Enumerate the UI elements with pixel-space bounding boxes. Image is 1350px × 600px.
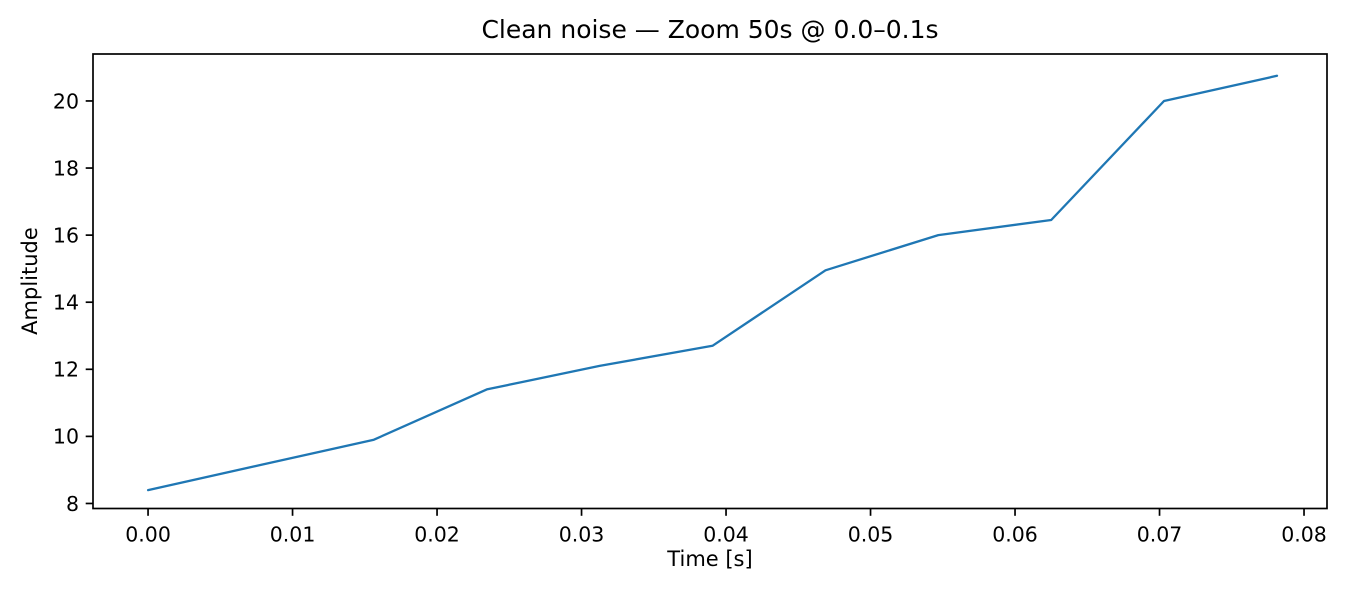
y-tick-label: 10 (53, 425, 79, 449)
y-axis-label: Amplitude (18, 227, 42, 335)
x-tick-label: 0.06 (992, 523, 1038, 547)
y-tick-label: 14 (53, 291, 79, 315)
y-tick-label: 8 (66, 492, 79, 516)
x-tick-label: 0.01 (270, 523, 316, 547)
x-tick-label: 0.05 (848, 523, 894, 547)
signal-line-group (146, 74, 1279, 492)
x-tick-label: 0.00 (125, 523, 171, 547)
x-tick-label: 0.03 (559, 523, 605, 547)
x-tick-label: 0.04 (703, 523, 749, 547)
signal-line (146, 74, 1279, 492)
y-tick-label: 20 (53, 89, 79, 113)
y-tick-label: 18 (53, 156, 79, 180)
plot-border (92, 53, 1328, 510)
y-tick-label: 12 (53, 358, 79, 382)
y-axis-ticks: 8 10 12 14 16 18 20 (53, 89, 93, 516)
y-tick-label: 16 (53, 223, 79, 247)
x-axis-label: Time [s] (666, 547, 752, 571)
chart-title: Clean noise — Zoom 50s @ 0.0–0.1s (481, 15, 938, 44)
axes-spines (92, 53, 1328, 510)
x-axis-ticks: 0.00 0.01 0.02 0.03 0.04 0.05 0.06 0.07 0.08 (125, 508, 1327, 547)
x-tick-label: 0.08 (1281, 523, 1327, 547)
x-tick-label: 0.02 (414, 523, 460, 547)
x-tick-label: 0.07 (1137, 523, 1183, 547)
